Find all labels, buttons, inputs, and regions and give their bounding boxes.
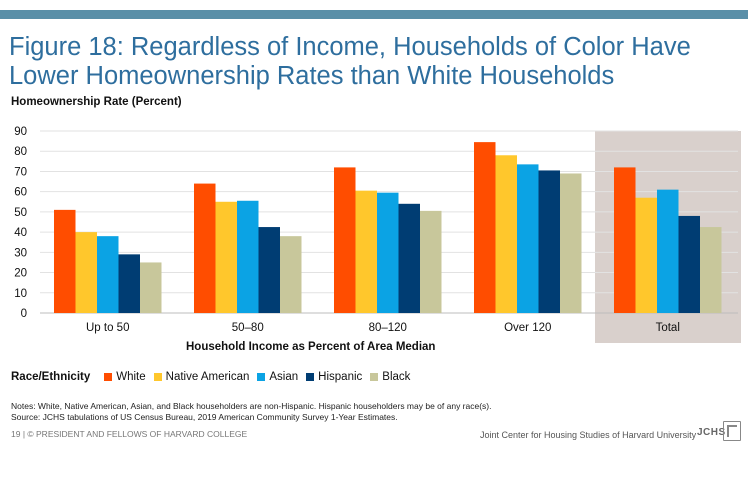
legend: Race/Ethnicity White Native American Asi… — [11, 371, 418, 383]
legend-label-native-american: Native American — [165, 371, 250, 383]
legend-item-hispanic: Hispanic — [306, 371, 362, 383]
legend-swatch-hispanic — [306, 373, 315, 381]
bar-asian — [97, 236, 119, 313]
x-tick-label: 50–80 — [232, 322, 264, 334]
x-tick-label: Over 120 — [504, 322, 551, 334]
title-line-2: Lower Homeownership Rates than White Hou… — [9, 62, 615, 90]
x-tick-label: 80–120 — [369, 322, 407, 334]
top-accent-bar — [0, 10, 748, 19]
legend-item-white: White — [104, 371, 146, 383]
x-tick-label: Up to 50 — [86, 322, 129, 334]
bar-hispanic — [678, 215, 700, 313]
house-logo-icon — [723, 421, 741, 441]
footer-organization: Joint Center for Housing Studies of Harv… — [480, 430, 697, 440]
legend-item-black: Black — [370, 371, 410, 383]
legend-swatch-asian — [257, 373, 266, 381]
bar-hispanic — [258, 227, 280, 313]
bar-white — [474, 142, 496, 313]
bar-native-american — [495, 155, 517, 313]
bar-asian — [657, 189, 679, 313]
bar-black — [700, 227, 722, 313]
y-tick-label: 70 — [14, 166, 27, 178]
bar-hispanic — [398, 203, 420, 313]
y-tick-label: 90 — [14, 126, 27, 138]
x-tick-label: Total — [656, 322, 680, 334]
bar-black — [420, 210, 442, 313]
legend-label-white: White — [116, 371, 146, 383]
legend-title: Race/Ethnicity — [11, 371, 91, 383]
legend-label-hispanic: Hispanic — [318, 371, 363, 383]
bar-black — [280, 236, 302, 313]
bar-white — [334, 167, 356, 313]
bar-white — [194, 183, 216, 313]
y-tick-label: 60 — [14, 187, 27, 199]
y-tick-label: 30 — [14, 247, 27, 259]
legend-swatch-native-american — [153, 373, 162, 381]
bar-native-american — [635, 197, 657, 313]
bar-native-american — [215, 201, 237, 313]
source-line: Source: JCHS tabulations of US Census Bu… — [11, 412, 398, 422]
legend-swatch-black — [370, 373, 379, 381]
bar-hispanic — [118, 254, 140, 313]
bar-white — [54, 209, 76, 313]
bar-white — [614, 167, 636, 313]
chart-notes: Notes: White, Native American, Asian, an… — [11, 401, 492, 423]
legend-item-native-american: Native American — [153, 371, 250, 383]
y-tick-label: 0 — [21, 308, 27, 320]
bar-asian — [377, 192, 399, 313]
notes-line: Notes: White, Native American, Asian, an… — [11, 401, 492, 411]
y-axis-title: Homeownership Rate (Percent) — [11, 96, 182, 108]
bar-hispanic — [538, 170, 560, 313]
bar-asian — [237, 200, 259, 313]
bar-asian — [517, 164, 539, 313]
legend-swatch-white — [104, 373, 113, 381]
bar-native-american — [355, 190, 377, 313]
y-tick-label: 10 — [14, 288, 27, 300]
page-title: Figure 18: Regardless of Income, Househo… — [9, 33, 744, 91]
x-axis-title: Household Income as Percent of Area Medi… — [186, 341, 436, 353]
y-tick-label: 40 — [14, 227, 27, 239]
bar-black — [560, 173, 582, 313]
legend-label-black: Black — [382, 371, 411, 383]
y-tick-label: 50 — [14, 207, 27, 219]
logo-text: JCHS — [697, 427, 726, 438]
title-line-1: Figure 18: Regardless of Income, Househo… — [9, 33, 691, 61]
bar-native-american — [75, 232, 97, 313]
legend-label-asian: Asian — [269, 371, 299, 383]
bar-chart: 90 80 70 60 50 40 30 20 10 0 Up to 50 50–80 80–120 Ov… — [14, 126, 741, 343]
y-tick-label: 80 — [14, 146, 27, 158]
footer-copyright: 19 | © PRESIDENT AND FELLOWS OF HARVARD … — [11, 429, 248, 439]
bar-black — [140, 262, 162, 313]
legend-item-asian: Asian — [257, 371, 298, 383]
y-tick-label: 20 — [14, 268, 27, 280]
jchs-logo: JCHS — [697, 421, 745, 441]
